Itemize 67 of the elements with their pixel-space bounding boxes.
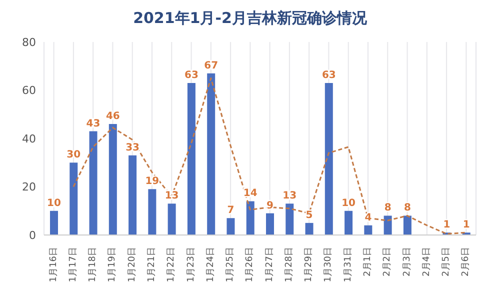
bar <box>148 189 156 235</box>
data-label: 33 <box>126 142 140 154</box>
x-tick-label: 1月30日 <box>324 247 334 282</box>
bar <box>403 216 412 235</box>
data-label: 1 <box>462 220 470 231</box>
bar <box>384 216 392 235</box>
bar <box>187 83 196 235</box>
data-label: 30 <box>66 150 81 161</box>
bar <box>226 218 235 235</box>
data-label: 10 <box>342 198 356 209</box>
x-tick-label: 1月17日 <box>68 247 78 282</box>
bar <box>305 222 314 235</box>
data-label: 5 <box>306 210 313 221</box>
x-tick-label: 2月3日 <box>402 247 412 276</box>
bar <box>364 225 372 235</box>
y-tick-label: 40 <box>22 132 36 146</box>
bar <box>50 210 58 235</box>
data-label: 8 <box>404 202 411 214</box>
bar <box>286 204 294 235</box>
x-tick-label: 1月20日 <box>127 247 138 282</box>
y-tick-label: 80 <box>22 36 36 49</box>
data-label: 8 <box>384 202 392 214</box>
data-label: 13 <box>282 190 297 202</box>
x-tick-label: 1月16日 <box>48 247 59 282</box>
x-tick-label: 1月26日 <box>245 247 256 282</box>
x-tick-label: 2月4日 <box>422 247 432 276</box>
x-tick-label: 1月28日 <box>284 247 294 282</box>
bar <box>344 210 353 235</box>
data-label: 10 <box>47 198 61 209</box>
x-tick-label: 1月23日 <box>186 247 196 282</box>
bar <box>324 83 333 235</box>
x-tick-label: 2月2日 <box>382 247 393 276</box>
chart-title: 2021年1月-2月吉林新冠确诊情况 <box>132 8 368 29</box>
bar <box>266 213 274 235</box>
x-tick-label: 2月5日 <box>442 247 452 276</box>
x-tick-label: 1月29日 <box>304 247 314 282</box>
x-tick-label: 1月18日 <box>88 247 98 282</box>
data-label: 14 <box>243 188 258 200</box>
data-label: 43 <box>86 118 100 130</box>
data-label: 9 <box>266 200 274 212</box>
y-tick-label: 0 <box>29 228 36 242</box>
x-tick-label: 1月19日 <box>108 247 118 282</box>
data-label: 19 <box>145 176 160 188</box>
data-label: 63 <box>184 70 198 82</box>
x-tick-label: 2月6日 <box>461 247 472 276</box>
data-label: 67 <box>204 60 218 72</box>
data-label: 7 <box>227 205 234 216</box>
x-tick-label: 2月1日 <box>363 247 373 276</box>
x-tick-label: 1月21日 <box>147 247 157 282</box>
x-tick-label: 1月25日 <box>226 247 236 282</box>
y-tick-label: 20 <box>22 180 36 194</box>
data-label: 46 <box>106 111 120 122</box>
bar <box>128 155 137 235</box>
bar <box>108 124 117 235</box>
bar <box>70 162 78 235</box>
bar <box>168 204 176 235</box>
bar <box>207 73 216 235</box>
data-label: 63 <box>322 70 336 82</box>
x-tick-label: 1月24日 <box>206 247 216 282</box>
y-tick-label: 60 <box>22 84 36 98</box>
bar <box>89 131 98 235</box>
x-tick-label: 1月31日 <box>343 247 354 282</box>
data-label: 1 <box>443 220 450 231</box>
x-tick-label: 1月22日 <box>166 247 177 282</box>
bar <box>246 201 254 235</box>
data-label: 13 <box>164 190 179 202</box>
x-tick-label: 1月27日 <box>264 247 275 282</box>
